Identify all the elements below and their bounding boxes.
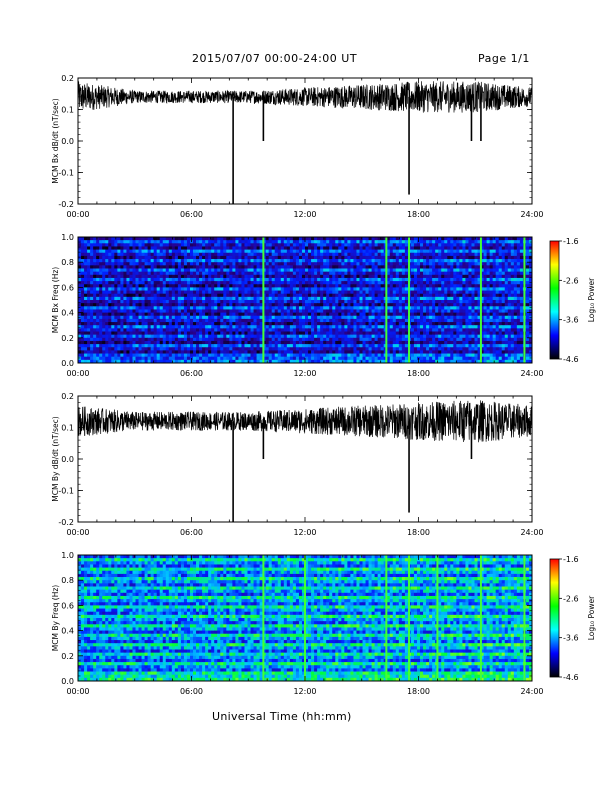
y-tick-label: 0.0 — [61, 359, 74, 368]
y-tick-label: -0.1 — [58, 487, 74, 496]
y-tick-label: 0.4 — [61, 627, 74, 636]
x-tick-label: 06:00 — [180, 210, 203, 219]
colorbar-tick-label: -2.6 — [563, 594, 579, 603]
spectrogram-cells — [78, 555, 533, 682]
x-tick-label: 06:00 — [180, 528, 203, 537]
x-tick-label: 18:00 — [407, 210, 430, 219]
spectrogram-burst — [385, 555, 388, 681]
y-tick-label: 0.2 — [61, 392, 74, 401]
y-tick-label: 1.0 — [61, 551, 74, 560]
y-tick-label: -0.2 — [58, 518, 74, 527]
panel-2: 00:00 06:00 12:00 18:00 24:00 1.0 0.8 0.6 0.4 0.2… — [51, 233, 596, 378]
colorbar: -1.6 -2.6 -3.6 -4.6 Log₁₀ Power — [549, 237, 596, 364]
spectrogram-burst — [408, 237, 411, 363]
y-tick-label: 0.2 — [61, 74, 74, 83]
x-tick-label: 12:00 — [293, 528, 316, 537]
x-tick-label: 24:00 — [520, 528, 543, 537]
spectrogram-burst — [262, 237, 265, 363]
panel-1: 00:00 06:00 12:00 18:00 24:00 0.2 0.1 0.0 -0.1 -0… — [51, 74, 544, 219]
colorbar-title: Log₁₀ Power — [587, 595, 596, 640]
y-tick-label: 0.1 — [61, 424, 74, 433]
y-tick-label: 0.2 — [61, 334, 74, 343]
x-tick-label: 18:00 — [407, 369, 430, 378]
x-tick-label: 00:00 — [66, 687, 89, 696]
y-tick-label: -0.2 — [58, 200, 74, 209]
x-tick-label: 18:00 — [407, 528, 430, 537]
y-tick-label: 1.0 — [61, 233, 74, 242]
colorbar-scale — [549, 558, 560, 678]
colorbar-tick-label: -2.6 — [563, 276, 579, 285]
y-axis-title: MCM By dB/dt (nT/sec) — [51, 416, 60, 501]
y-axis-title: MCM Bx Freq (Hz) — [51, 267, 60, 333]
y-axis-title: MCM Bx dB/dt (nT/sec) — [51, 98, 60, 183]
y-tick-label: 0.6 — [61, 601, 74, 610]
spectrogram-burst — [479, 237, 482, 363]
y-tick-label: 0.4 — [61, 309, 74, 318]
x-tick-label: 12:00 — [293, 369, 316, 378]
colorbar-tick-label: -3.6 — [563, 316, 579, 325]
spectrogram-burst — [436, 555, 439, 681]
colorbar-tick-label: -4.6 — [563, 673, 579, 682]
colorbar-title: Log₁₀ Power — [587, 277, 596, 322]
colorbar-tick-label: -3.6 — [563, 634, 579, 643]
trace-line — [78, 400, 532, 443]
y-tick-label: 0.1 — [61, 106, 74, 115]
colorbar-tick-label: -1.6 — [563, 237, 579, 246]
spectrogram-burst — [523, 555, 526, 681]
y-tick-label: 0.0 — [61, 677, 74, 686]
spectrogram-cells — [78, 237, 533, 364]
y-tick-label: 0.0 — [61, 455, 74, 464]
y-tick-label: 0.8 — [61, 258, 74, 267]
trace-line — [78, 81, 532, 113]
x-tick-label: 24:00 — [520, 687, 543, 696]
colorbar-tick-label: -4.6 — [563, 355, 579, 364]
y-tick-label: 0.8 — [61, 576, 74, 585]
x-axis-title: Universal Time (hh:mm) — [212, 710, 352, 723]
x-tick-label: 06:00 — [180, 369, 203, 378]
x-tick-label: 12:00 — [293, 687, 316, 696]
x-tick-label: 24:00 — [520, 369, 543, 378]
x-tick-label: 12:00 — [293, 210, 316, 219]
y-tick-label: -0.1 — [58, 169, 74, 178]
y-tick-label: 0.6 — [61, 283, 74, 292]
x-tick-label: 00:00 — [66, 369, 89, 378]
panel-4: 00:00 06:00 12:00 18:00 24:00 1.0 0.8 0.6 0.4 0.2… — [51, 551, 596, 696]
y-axis-title: MCM By Freq (Hz) — [51, 585, 60, 651]
spectrogram-burst — [408, 555, 411, 681]
page-number: Page 1/1 — [478, 52, 530, 65]
colorbar-scale — [549, 240, 560, 360]
colorbar: -1.6 -2.6 -3.6 -4.6 Log₁₀ Power — [549, 555, 596, 682]
x-tick-label: 24:00 — [520, 210, 543, 219]
x-tick-label: 18:00 — [407, 687, 430, 696]
spectrogram-burst — [479, 555, 482, 681]
plot-title: 2015/07/07 00:00-24:00 UT — [192, 52, 358, 65]
x-tick-label: 00:00 — [66, 528, 89, 537]
x-tick-label: 06:00 — [180, 687, 203, 696]
panel-3: 00:00 06:00 12:00 18:00 24:00 0.2 0.1 0.0 -0.1 -0… — [51, 392, 544, 537]
spectrogram-burst — [262, 555, 265, 681]
y-tick-label: 0.2 — [61, 652, 74, 661]
spectrogram-burst — [385, 237, 388, 363]
colorbar-tick-label: -1.6 — [563, 555, 579, 564]
spectrogram-burst — [304, 555, 306, 681]
x-tick-label: 00:00 — [66, 210, 89, 219]
y-tick-label: 0.0 — [61, 137, 74, 146]
spectrogram-burst — [523, 237, 526, 363]
